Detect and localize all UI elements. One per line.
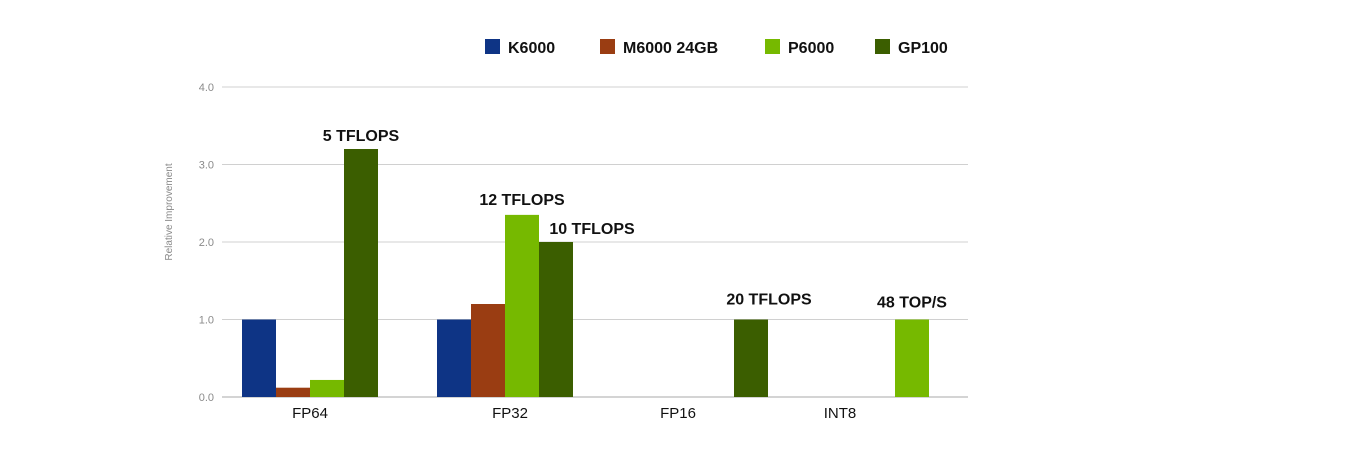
- legend-swatch: [600, 39, 615, 54]
- annotation-20-tflops: 20 TFLOPS: [726, 292, 812, 309]
- annotation-10-tflops: 10 TFLOPS: [549, 221, 635, 238]
- legend-swatch: [765, 39, 780, 54]
- y-tick-label: 4.0: [199, 82, 214, 94]
- y-tick-label: 2.0: [199, 237, 214, 249]
- legend-label: M6000 24GB: [623, 40, 718, 57]
- legend-item-p6000: P6000: [765, 39, 834, 57]
- legend-label: P6000: [788, 40, 834, 57]
- bar-fp64-p6000: [310, 379, 344, 397]
- annotation-5-tflops: 5 TFLOPS: [323, 128, 400, 145]
- legend-item-m6000-24gb: M6000 24GB: [600, 39, 718, 57]
- bar-fp64-m6000-24gb: [276, 387, 310, 397]
- x-axis-categories: FP64 FP32 FP16 INT8: [292, 405, 856, 422]
- bar-fp32-m6000-24gb: [471, 304, 505, 397]
- x-category-int8: INT8: [824, 405, 857, 422]
- y-axis-label: Relative Improvement: [164, 163, 175, 260]
- y-tick-label: 0.0: [199, 392, 214, 404]
- bar-fp16-gp100: [734, 319, 768, 397]
- bar-fp64-k6000: [242, 319, 276, 397]
- legend-label: GP100: [898, 40, 948, 57]
- legend-swatch: [875, 39, 890, 54]
- bar-fp32-k6000: [437, 319, 471, 397]
- y-tick-label: 1.0: [199, 315, 214, 327]
- annotation-48-top-s: 48 TOP/S: [877, 295, 947, 312]
- x-category-fp32: FP32: [492, 405, 528, 422]
- annotations: 5 TFLOPS 12 TFLOPS 10 TFLOPS 20 TFLOPS 48 TO…: [323, 128, 948, 312]
- bar-fp32-gp100: [539, 242, 573, 397]
- y-tick-label: 3.0: [199, 160, 214, 172]
- x-category-fp64: FP64: [292, 405, 328, 422]
- legend-item-k6000: K6000: [485, 39, 555, 57]
- legend-item-gp100: GP100: [875, 39, 948, 57]
- y-axis-ticks: 0.0 1.0 2.0 3.0 4.0: [199, 82, 214, 404]
- bar-fp64-gp100: [344, 149, 378, 397]
- legend: K6000 M6000 24GB P6000 GP100: [485, 39, 948, 57]
- bar-int8-p6000: [895, 319, 929, 397]
- legend-swatch: [485, 39, 500, 54]
- annotation-12-tflops: 12 TFLOPS: [479, 192, 565, 209]
- bar-fp32-p6000: [505, 214, 539, 397]
- legend-label: K6000: [508, 40, 555, 57]
- bars: [242, 149, 929, 397]
- x-category-fp16: FP16: [660, 405, 696, 422]
